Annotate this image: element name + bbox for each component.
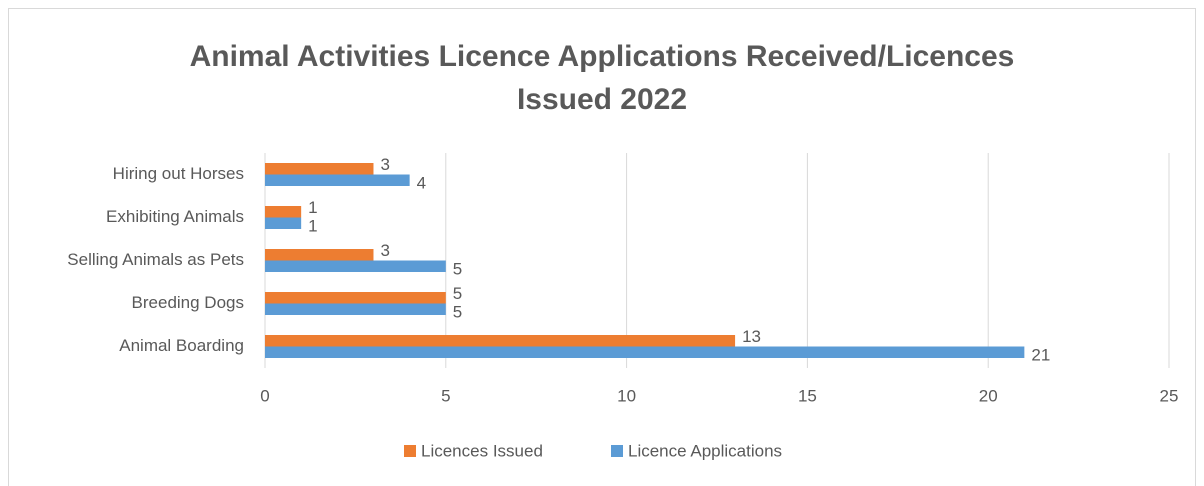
legend-swatch [404,445,416,457]
data-label: 1 [308,198,317,217]
data-label: 3 [380,241,389,260]
y-tick-label: Hiring out Horses [113,164,244,183]
x-tick-label: 25 [1160,386,1179,405]
bar [265,260,446,272]
x-tick-label: 15 [798,386,817,405]
chart-title: Animal Activities Licence Applications R… [190,40,1015,73]
bar [265,217,302,229]
data-label: 4 [417,174,426,193]
data-label: 5 [453,260,462,279]
legend-label: Licences Issued [421,441,543,460]
bar [265,346,1025,358]
bar [265,163,374,175]
x-tick-label: 20 [979,386,998,405]
data-label: 1 [308,217,317,236]
x-tick-label: 0 [260,386,269,405]
data-label: 3 [380,155,389,174]
bar [265,335,736,347]
y-tick-label: Animal Boarding [119,336,244,355]
legend-swatch [611,445,623,457]
x-tick-label: 10 [617,386,636,405]
chart-border [8,8,1196,486]
chart-title: Issued 2022 [517,83,687,116]
legend-label: Licence Applications [628,441,782,460]
x-tick-label: 5 [441,386,450,405]
data-label: 5 [453,303,462,322]
y-tick-label: Exhibiting Animals [106,207,244,226]
y-tick-label: Breeding Dogs [132,293,244,312]
bar [265,206,302,218]
data-label: 13 [742,327,761,346]
y-tick-label: Selling Animals as Pets [67,250,244,269]
data-label: 5 [453,284,462,303]
bar [265,292,446,304]
bar [265,174,410,186]
bar [265,303,446,315]
bar [265,249,374,261]
data-label: 21 [1031,346,1050,365]
